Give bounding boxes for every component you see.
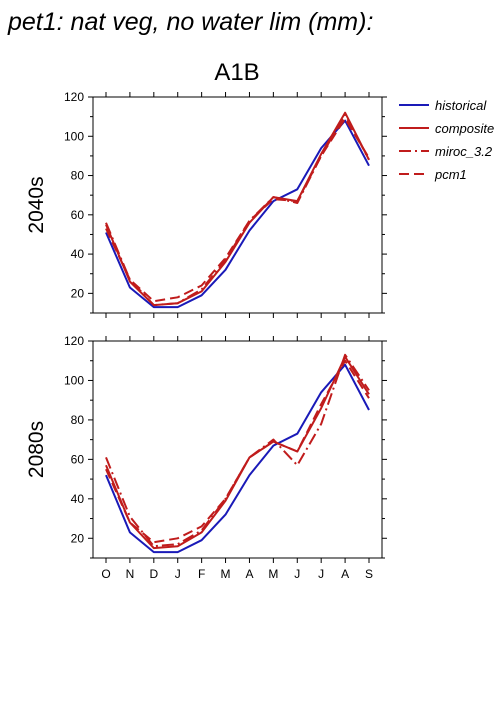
x-tick-label: D bbox=[149, 567, 158, 581]
y-tick-label: 80 bbox=[71, 413, 85, 427]
legend-label: composite bbox=[435, 121, 494, 136]
y-tick-label: 120 bbox=[64, 90, 84, 104]
page-title: pet1: nat veg, no water lim (mm): bbox=[8, 8, 374, 36]
x-tick-label: M bbox=[221, 567, 231, 581]
series-line-pcm1 bbox=[105, 359, 370, 544]
y-tick-label: 80 bbox=[71, 169, 85, 183]
x-tick-label: A bbox=[341, 567, 349, 581]
x-tick-label: S bbox=[365, 567, 373, 581]
legend-label: historical bbox=[435, 98, 487, 113]
y-tick-label: 120 bbox=[64, 334, 84, 348]
series-line-historical bbox=[105, 363, 370, 554]
x-tick-label: J bbox=[318, 567, 324, 581]
x-tick-label: A bbox=[245, 567, 253, 581]
x-tick-label: N bbox=[126, 567, 135, 581]
x-tick-label: F bbox=[198, 567, 205, 581]
period-label: 2080s bbox=[25, 421, 48, 478]
scenario-label: A1B bbox=[214, 59, 259, 86]
y-tick-label: 100 bbox=[64, 373, 84, 387]
x-tick-label: J bbox=[175, 567, 181, 581]
series-line-pcm1 bbox=[105, 117, 370, 303]
y-tick-label: 60 bbox=[71, 208, 85, 222]
x-tick-label: M bbox=[268, 567, 278, 581]
legend-label: pcm1 bbox=[434, 167, 467, 182]
series-line-composite bbox=[105, 355, 370, 550]
y-tick-label: 20 bbox=[71, 531, 85, 545]
x-tick-label: O bbox=[101, 567, 110, 581]
y-tick-label: 40 bbox=[71, 247, 85, 261]
chart-panel-2040s: 20 40 60 80 100 120 2040s bbox=[25, 90, 387, 318]
y-tick-label: 20 bbox=[71, 286, 85, 300]
series-line-historical bbox=[105, 119, 370, 309]
y-tick-label: 40 bbox=[71, 492, 85, 506]
y-tick-label: 60 bbox=[71, 452, 85, 466]
series-line-miroc-3-2 bbox=[105, 353, 370, 548]
plot-frame bbox=[92, 340, 383, 559]
x-tick-label: J bbox=[294, 567, 300, 581]
legend: historical composite miroc_3.2 pcm1 bbox=[399, 98, 494, 182]
series-line-miroc-3-2 bbox=[105, 113, 370, 307]
legend-label: miroc_3.2 bbox=[435, 144, 493, 159]
y-tick-label: 100 bbox=[64, 129, 84, 143]
plot-frame bbox=[92, 96, 383, 314]
period-label: 2040s bbox=[25, 176, 48, 233]
